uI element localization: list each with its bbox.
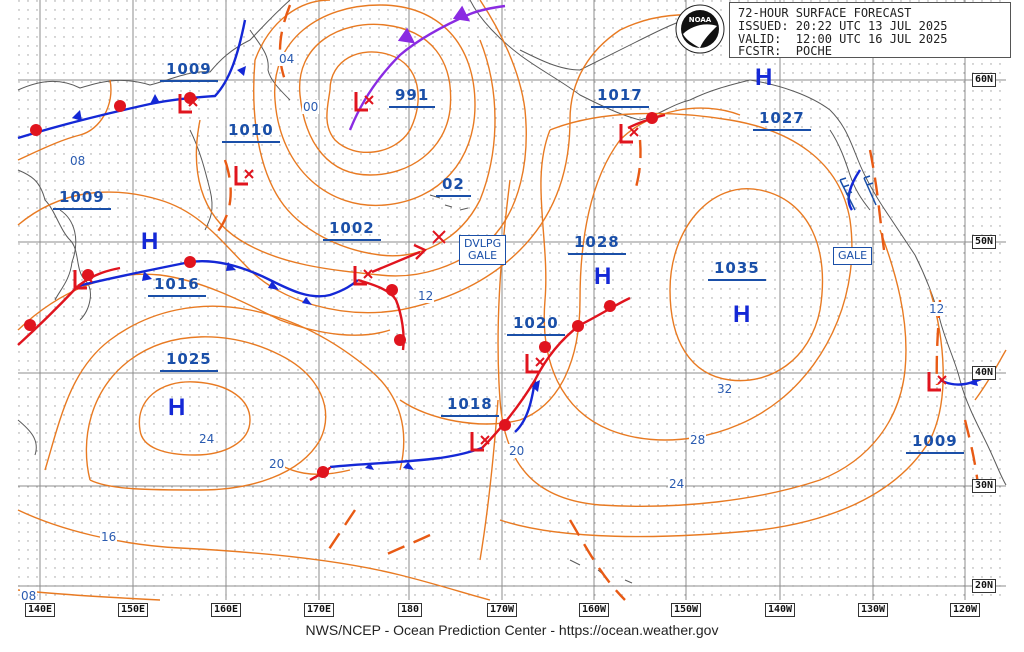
longitude-label: 150E xyxy=(118,603,149,617)
high-pressure-symbol: H xyxy=(168,394,186,421)
low-symbol-1009-w xyxy=(73,270,93,290)
isobar-label: 20 xyxy=(508,444,526,458)
high-pressure-symbol: H xyxy=(733,301,751,328)
pressure-label-1025: 1025 xyxy=(160,350,218,372)
warning-line: DVLPG xyxy=(464,237,502,250)
pressure-label-1016: 1016 xyxy=(148,275,206,297)
warning-line: GALE xyxy=(467,249,498,262)
header-valid: VALID: 12:00 UTC 16 JUL 2025 xyxy=(738,32,948,46)
isobar-991-center xyxy=(326,51,419,154)
isobar-1000 xyxy=(274,4,476,207)
isobar-1024-inner xyxy=(138,381,251,456)
isobar-1024-east xyxy=(497,179,907,507)
low-symbol-991 xyxy=(354,92,374,112)
longitude-label: 160W xyxy=(579,603,610,617)
low-symbol-1009-e xyxy=(927,372,947,392)
high-pressure-symbol: H xyxy=(594,263,612,290)
latitude-label: 60N xyxy=(972,73,997,87)
pressure-label-1018: 1018 xyxy=(441,395,499,417)
pressure-label-1027: 1027 xyxy=(753,109,811,131)
isobar-label: 16 xyxy=(100,530,118,544)
isobar-label: 20 xyxy=(268,457,286,471)
isobar-1016-south xyxy=(17,509,491,601)
developing-gale-warning: DVLPG GALE xyxy=(459,235,507,265)
longitude-label: 130W xyxy=(858,603,889,617)
header-forecaster: FCSTR: POCHE xyxy=(738,44,832,58)
gale-warning: GALE xyxy=(833,247,873,265)
low-symbol-1010 xyxy=(234,166,254,186)
isobar-label: 12 xyxy=(417,289,435,303)
longitude-label: 120W xyxy=(950,603,981,617)
isobar-996 xyxy=(299,23,452,176)
isobar-label: 32 xyxy=(716,382,734,396)
low-symbol-1009-nw xyxy=(178,94,198,114)
chart-header-box: 72-HOUR SURFACE FORECAST ISSUED: 20:22 U… xyxy=(729,2,1011,58)
isobar-label: 00 xyxy=(302,100,320,114)
isobar-1024 xyxy=(85,336,327,491)
latitude-label: 50N xyxy=(972,235,997,249)
isobar-1028 xyxy=(540,112,853,441)
isobar-label: 28 xyxy=(689,433,707,447)
longitude-label: 180 xyxy=(398,603,423,617)
dot-grid xyxy=(18,0,1006,600)
pressure-label-1035: 1035 xyxy=(708,259,766,281)
latitude-label: 30N xyxy=(972,479,997,493)
coastlines xyxy=(17,0,1007,584)
pressure-label-1009-w: 1009 xyxy=(53,188,111,210)
latitude-label: 20N xyxy=(972,579,997,593)
longitude-label: 140W xyxy=(765,603,796,617)
header-title: 72-HOUR SURFACE FORECAST xyxy=(738,6,912,20)
isobar-1012 xyxy=(17,14,721,314)
noaa-logo-text: NOAA xyxy=(689,16,712,24)
troughs xyxy=(214,4,980,601)
isobar-label: 24 xyxy=(668,477,686,491)
pressure-label-1020: 1020 xyxy=(507,314,565,336)
latitude-label: 40N xyxy=(972,366,997,380)
longitude-label: 170W xyxy=(487,603,518,617)
high-pressure-symbol: H xyxy=(755,64,773,91)
longitude-label: 160E xyxy=(211,603,242,617)
warm-front-bumps xyxy=(24,92,658,478)
low-symbol-1017 xyxy=(619,124,639,144)
header-issued: ISSUED: 20:22 UTC 13 JUL 2025 xyxy=(738,19,948,33)
high-pressure-symbol: H xyxy=(141,228,159,255)
graticule xyxy=(18,0,1006,600)
pressure-label-02: 02 xyxy=(436,175,471,197)
low-symbols xyxy=(73,92,947,452)
isobar-label: 04 xyxy=(278,52,296,66)
pressure-label-991: 991 xyxy=(389,86,436,108)
low-symbol-1002 xyxy=(353,266,373,286)
forecast-track-arrow xyxy=(371,230,446,274)
longitude-label: 170E xyxy=(304,603,335,617)
wind-barbs xyxy=(839,175,877,211)
pressure-label-1028: 1028 xyxy=(568,233,626,255)
pressure-label-1002: 1002 xyxy=(323,219,381,241)
isobar-label: 08 xyxy=(20,589,38,603)
low-symbol-1020 xyxy=(525,354,545,374)
occluded-front xyxy=(348,4,506,131)
cold-front-pips xyxy=(72,66,978,470)
longitude-label: 140E xyxy=(25,603,56,617)
isobars xyxy=(17,0,1007,601)
isobar-1032 xyxy=(669,188,824,382)
isobar-label: 08 xyxy=(69,154,87,168)
isobar-label: 24 xyxy=(198,432,216,446)
noaa-logo: NOAA xyxy=(675,4,725,54)
pressure-label-1009-nw: 1009 xyxy=(160,60,218,82)
isobar-label: 12 xyxy=(928,302,946,316)
low-symbol-1018 xyxy=(470,432,490,452)
pressure-label-1017: 1017 xyxy=(591,86,649,108)
isobar-1008-a xyxy=(195,0,527,277)
pressure-label-1010: 1010 xyxy=(222,121,280,143)
footer-credit: NWS/NCEP - Ocean Prediction Center - htt… xyxy=(305,622,719,638)
longitude-label: 150W xyxy=(671,603,702,617)
pressure-label-1009-e: 1009 xyxy=(906,432,964,454)
isobar-1008-b xyxy=(17,79,112,161)
